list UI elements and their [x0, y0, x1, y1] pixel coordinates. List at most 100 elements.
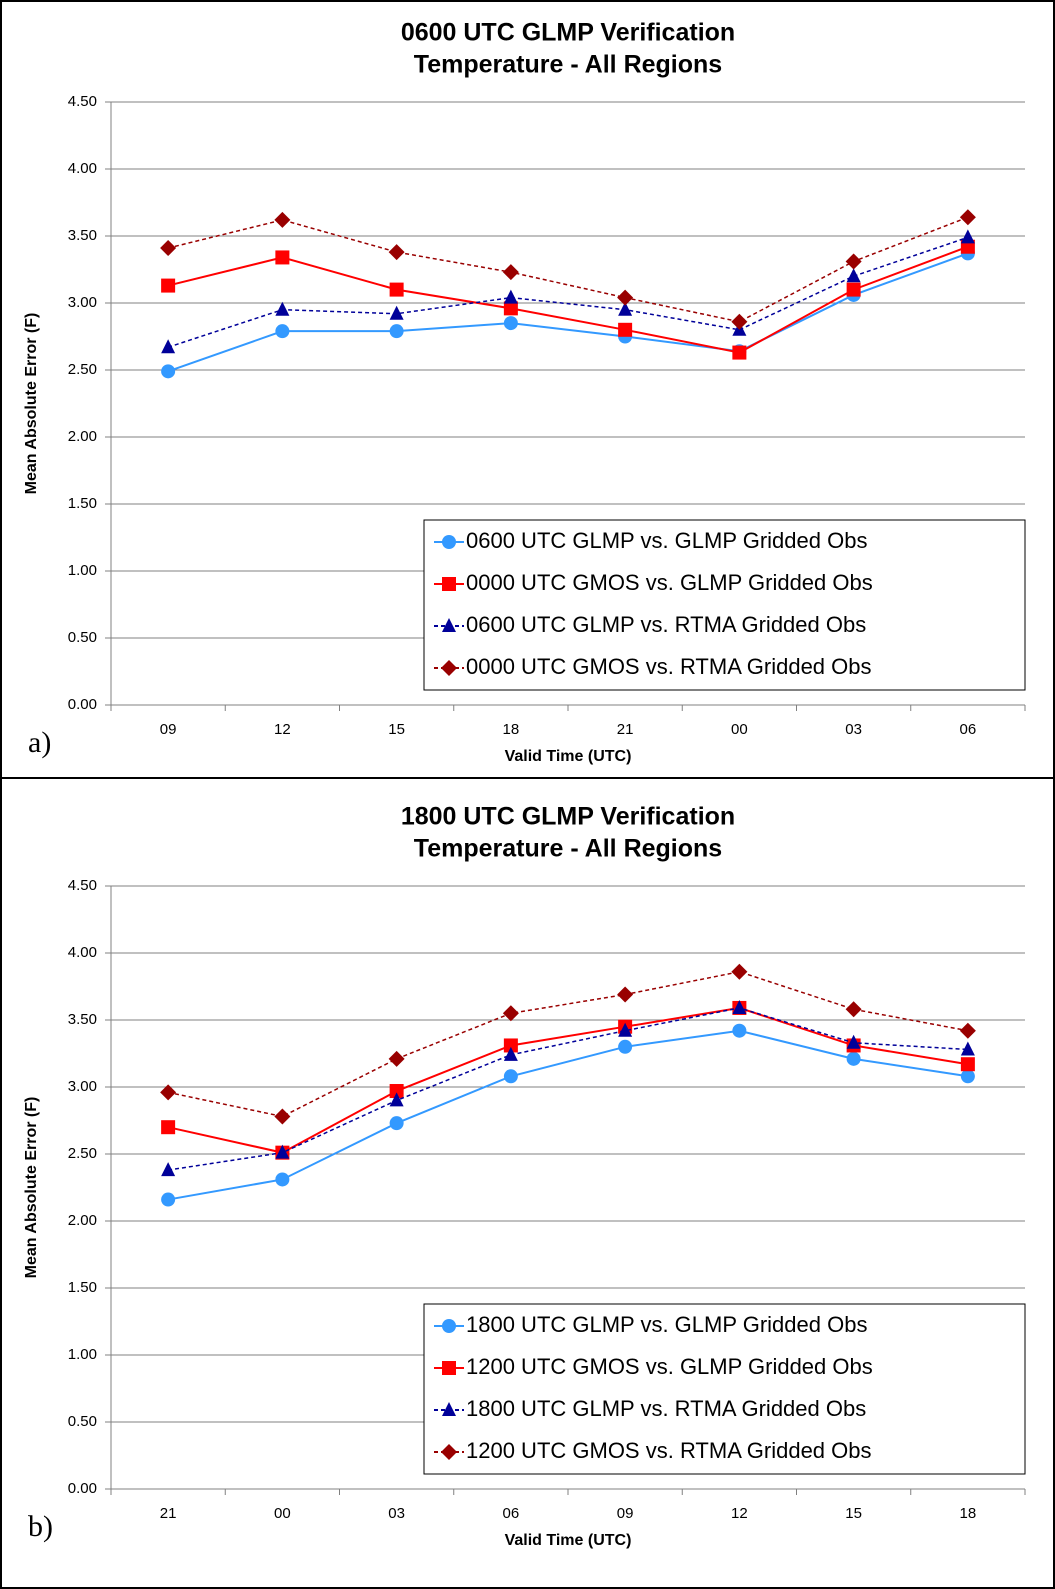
marker: [618, 1039, 633, 1054]
marker: [617, 986, 634, 1003]
marker: [960, 229, 975, 244]
y-tick-label: 4.50: [68, 93, 97, 110]
marker: [846, 1051, 861, 1066]
chart-title: Temperature - All Regions: [414, 835, 722, 863]
marker: [275, 324, 290, 339]
legend-marker: [442, 577, 456, 591]
legend-marker: [442, 1361, 456, 1375]
y-tick-label: 0.00: [68, 696, 97, 713]
marker: [274, 211, 291, 228]
marker: [503, 289, 518, 304]
legend-label: 0600 UTC GLMP vs. GLMP Gridded Obs: [466, 528, 867, 553]
marker: [845, 253, 862, 270]
marker: [161, 339, 176, 354]
marker: [846, 268, 861, 283]
marker: [161, 278, 176, 293]
marker: [617, 289, 634, 306]
legend-marker: [442, 535, 456, 549]
chart-title: 0600 UTC GLMP Verification: [401, 19, 735, 47]
marker: [389, 305, 404, 320]
y-tick-label: 0.50: [68, 1413, 97, 1430]
legend-label: 1200 UTC GMOS vs. GLMP Gridded Obs: [466, 1354, 873, 1379]
legend-label: 1200 UTC GMOS vs. RTMA Gridded Obs: [466, 1438, 872, 1463]
marker: [275, 250, 290, 265]
marker: [160, 240, 177, 257]
series-line: [167, 245, 969, 354]
x-tick-label: 00: [274, 1505, 291, 1522]
x-tick-label: 18: [960, 1505, 977, 1522]
legend-marker: [441, 660, 457, 676]
x-tick-label: 03: [388, 1505, 405, 1522]
marker: [732, 1023, 747, 1038]
marker: [960, 1069, 975, 1084]
marker: [731, 963, 748, 980]
series-line: [168, 1007, 968, 1171]
y-tick-label: 1.50: [68, 495, 97, 512]
x-tick-label: 18: [503, 721, 520, 738]
marker: [275, 301, 290, 316]
legend-marker: [442, 1319, 456, 1333]
y-tick-label: 0.50: [68, 629, 97, 646]
x-tick-label: 21: [160, 1505, 177, 1522]
legend-marker: [441, 1444, 457, 1460]
series-line: [167, 236, 969, 348]
marker: [731, 313, 748, 330]
legend-marker: [442, 618, 456, 632]
marker: [389, 1084, 404, 1099]
marker: [389, 282, 404, 297]
marker: [503, 1038, 518, 1053]
marker: [846, 282, 861, 297]
y-tick-label: 2.50: [68, 361, 97, 378]
marker: [502, 1005, 519, 1022]
marker: [845, 1001, 862, 1018]
marker: [161, 1120, 176, 1135]
y-tick-label: 4.00: [68, 160, 97, 177]
x-tick-label: 15: [845, 1505, 862, 1522]
marker: [618, 322, 633, 337]
chart-title: Temperature - All Regions: [414, 51, 722, 79]
marker: [388, 1050, 405, 1067]
legend-label: 0000 UTC GMOS vs. GLMP Gridded Obs: [466, 570, 873, 595]
marker: [161, 364, 176, 379]
y-tick-label: 3.00: [68, 1078, 97, 1095]
marker: [959, 209, 976, 226]
x-tick-label: 03: [845, 721, 862, 738]
y-tick-label: 3.00: [68, 294, 97, 311]
marker: [503, 301, 518, 316]
x-tick-label: 12: [731, 1505, 748, 1522]
x-tick-label: 15: [388, 721, 405, 738]
marker: [160, 1084, 177, 1101]
marker: [275, 1144, 290, 1159]
marker: [389, 1116, 404, 1131]
marker: [960, 1057, 975, 1072]
y-axis-title: Mean Absolute Error (F): [23, 1097, 40, 1279]
legend-label: 0000 UTC GMOS vs. RTMA Gridded Obs: [466, 654, 872, 679]
legend-label: 1800 UTC GLMP vs. RTMA Gridded Obs: [466, 1396, 866, 1421]
legend-label: 1800 UTC GLMP vs. GLMP Gridded Obs: [466, 1312, 867, 1337]
legend-label: 0600 UTC GLMP vs. RTMA Gridded Obs: [466, 612, 866, 637]
series-line: [167, 1029, 969, 1201]
x-tick-label: 06: [960, 721, 977, 738]
marker: [618, 301, 633, 316]
marker: [846, 1034, 861, 1049]
x-tick-label: 09: [617, 1505, 634, 1522]
marker: [161, 1162, 176, 1177]
y-tick-label: 1.00: [68, 1346, 97, 1363]
panel-label: b): [28, 1510, 53, 1543]
x-tick-label: 12: [274, 721, 291, 738]
marker: [503, 316, 518, 331]
marker: [959, 1022, 976, 1039]
panel-label: a): [28, 726, 51, 759]
marker: [388, 244, 405, 261]
marker: [389, 1092, 404, 1107]
marker: [503, 1046, 518, 1061]
y-tick-label: 1.50: [68, 1279, 97, 1296]
marker: [274, 1108, 291, 1125]
marker: [275, 1172, 290, 1187]
y-tick-label: 3.50: [68, 1011, 97, 1028]
x-tick-label: 21: [617, 721, 634, 738]
series-line: [167, 216, 969, 323]
series-line: [167, 970, 969, 1118]
